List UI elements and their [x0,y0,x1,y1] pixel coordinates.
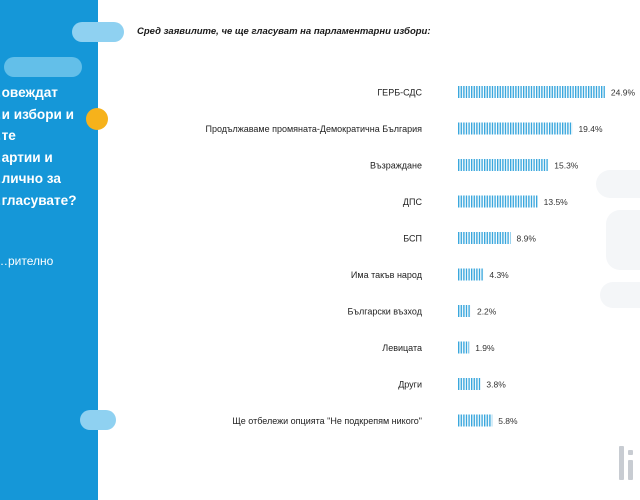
value-label: 1.9% [475,343,495,353]
orange-dot [86,108,108,130]
decorative-pill [80,410,116,430]
background-shapes [596,170,640,310]
category-label: Други [398,380,422,390]
decorative-pill [4,57,82,77]
question-text: …овеждат …и избори и …те …артии и …лично… [0,82,98,211]
category-label: ДПС [403,197,423,207]
category-label: ГЕРБ-СДС [377,88,422,98]
value-label: 3.8% [486,380,506,390]
bar [458,341,470,354]
category-label: Левицата [382,343,422,353]
question-line: …гласувате? [0,192,77,208]
category-label: БСП [403,234,422,244]
decorative-pill [72,22,124,42]
value-label: 2.2% [477,307,497,317]
bar [458,86,605,98]
bar [458,195,538,208]
value-label: 24.9% [611,88,636,98]
chart-title: Сред заявилите, че ще гласуват на парлам… [137,26,431,37]
bar [458,268,484,281]
question-line: …овеждат [0,85,58,100]
brand-logo-icon [619,446,633,480]
bar [458,159,549,171]
category-label: Продължаваме промяната-Демократична Бълг… [205,124,422,134]
bar [458,305,471,317]
category-label: Възраждане [370,161,422,171]
value-label: 8.9% [517,234,537,244]
question-line: …артии и [0,149,53,165]
category-label: Български възход [347,307,422,317]
bar [458,122,573,135]
bar [458,232,511,244]
value-label: 4.3% [489,270,509,280]
category-label: Има такъв народ [351,270,423,280]
question-line: …лично за [0,171,61,186]
bar [458,378,481,390]
value-label: 13.5% [544,197,569,207]
question-line: …те [0,128,16,143]
value-label: 15.3% [554,161,579,171]
value-label: 19.4% [578,124,603,134]
bar [458,414,493,427]
value-label: 5.8% [498,416,518,426]
question-line: …и избори и [0,106,74,122]
note-text: …рително [0,254,54,268]
left-panel: …овеждат …и избори и …те …артии и …лично… [0,0,98,500]
category-label: Ще отбележи опцията "Не подкрепям никого… [232,416,422,426]
